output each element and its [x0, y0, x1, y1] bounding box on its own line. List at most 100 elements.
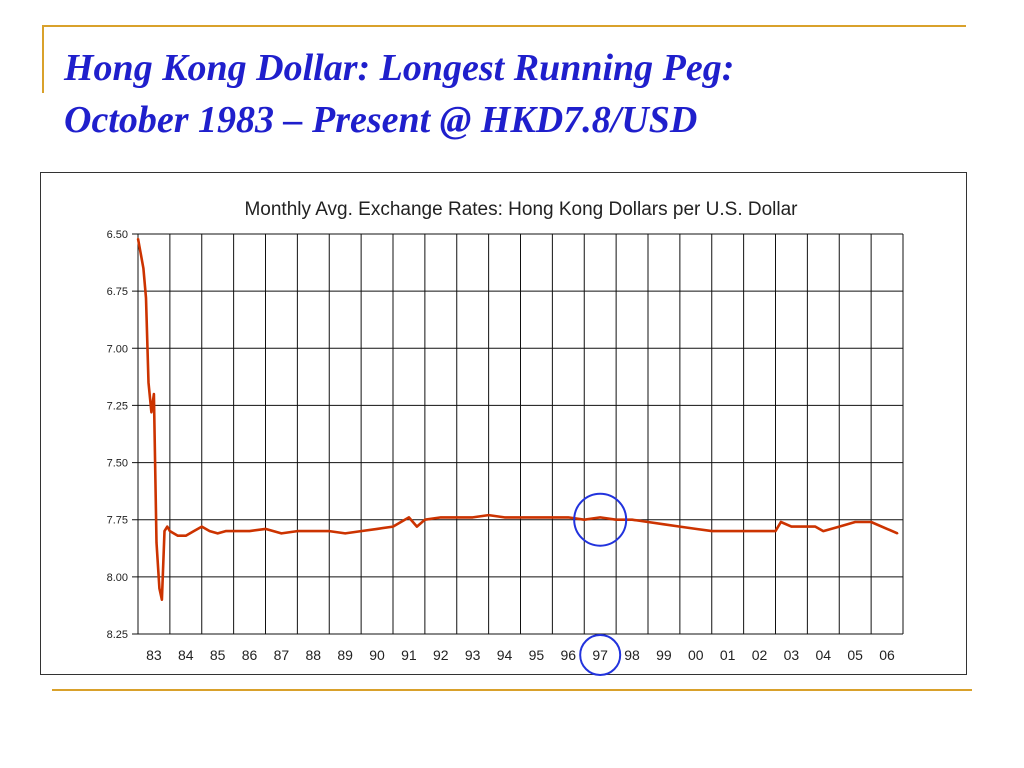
x-tick-label: 90: [369, 647, 385, 663]
data-point: [678, 525, 681, 528]
data-point: [583, 518, 586, 521]
x-tick-label: 86: [242, 647, 258, 663]
x-tick-label: 03: [784, 647, 800, 663]
y-tick-label: 6.50: [107, 229, 128, 241]
data-point: [155, 541, 158, 544]
data-point: [439, 516, 442, 519]
x-tick-label: 98: [624, 647, 640, 663]
y-tick-label: 8.00: [107, 572, 128, 584]
data-point: [694, 527, 697, 530]
x-tick-label: 95: [529, 647, 545, 663]
data-point: [886, 527, 888, 530]
data-point: [487, 514, 490, 517]
data-point: [200, 525, 203, 528]
data-point: [137, 237, 139, 240]
data-point: [455, 516, 458, 519]
y-tick-label: 7.00: [107, 343, 128, 355]
data-point: [264, 527, 267, 530]
x-tick-label: 89: [337, 647, 353, 663]
data-point: [408, 516, 410, 519]
y-tick-label: 7.75: [107, 515, 128, 527]
data-point: [551, 516, 554, 519]
x-tick-label: 99: [656, 647, 672, 663]
data-point: [280, 532, 283, 535]
exchange-rate-chart: Monthly Avg. Exchange Rates: Hong Kong D…: [107, 199, 904, 676]
data-point: [663, 523, 665, 526]
data-point: [822, 530, 825, 533]
data-point: [790, 525, 793, 528]
x-tick-label: 00: [688, 647, 704, 663]
data-point: [780, 521, 782, 523]
x-tick-label: 96: [561, 647, 577, 663]
y-tick-label: 7.25: [107, 400, 128, 412]
x-tick-label: 04: [816, 647, 832, 663]
data-point: [567, 516, 570, 519]
x-tick-label: 91: [401, 647, 417, 663]
data-point: [870, 521, 873, 523]
x-tick-label: 88: [306, 647, 322, 663]
data-point: [814, 525, 817, 528]
y-tick-label: 8.25: [107, 629, 128, 641]
slide-title-line-2: October 1983 – Present @ HKD7.8/USD: [64, 99, 698, 141]
y-tick-label: 6.75: [107, 286, 128, 298]
data-point: [184, 534, 187, 537]
chart-frame: Monthly Avg. Exchange Rates: Hong Kong D…: [40, 172, 967, 676]
x-tick-label: 01: [720, 647, 736, 663]
data-point: [360, 530, 363, 533]
data-point: [163, 530, 166, 533]
data-point: [150, 411, 153, 414]
data-point: [161, 598, 163, 601]
x-tick-label: 93: [465, 647, 481, 663]
x-tick-label: 02: [752, 647, 768, 663]
data-point: [392, 525, 394, 528]
x-tick-label: 87: [274, 647, 290, 663]
top-rule: [42, 25, 966, 27]
data-point: [647, 521, 649, 523]
data-point: [224, 530, 227, 533]
data-point: [806, 525, 809, 528]
data-point: [838, 525, 841, 528]
data-point: [519, 516, 522, 519]
data-point: [248, 530, 251, 533]
data-point: [296, 530, 299, 533]
data-point: [166, 525, 169, 528]
data-point: [423, 518, 426, 521]
slide-title-line-1: Hong Kong Dollar: Longest Running Peg:: [64, 47, 735, 89]
data-point: [312, 530, 315, 533]
data-point: [232, 530, 235, 533]
data-point: [615, 518, 618, 521]
bottom-rule: [52, 689, 972, 691]
data-point: [145, 297, 147, 299]
data-point: [742, 530, 745, 533]
x-tick-label: 94: [497, 647, 513, 663]
data-point: [416, 525, 418, 528]
data-point: [854, 521, 857, 523]
data-point: [147, 381, 150, 384]
data-point: [208, 530, 211, 533]
x-tick-label: 92: [433, 647, 449, 663]
data-point: [599, 516, 602, 519]
data-point: [774, 530, 777, 533]
data-point: [153, 393, 155, 395]
x-tick-label: 84: [178, 647, 194, 663]
data-point: [503, 516, 506, 519]
data-point: [471, 516, 474, 519]
y-tick-label: 7.50: [107, 458, 128, 470]
left-rule: [42, 25, 44, 93]
data-point: [142, 267, 145, 270]
x-tick-label: 83: [146, 647, 162, 663]
highlight-circle-peg: [573, 492, 628, 547]
x-tick-label: 85: [210, 647, 226, 663]
x-tick-label: 06: [879, 647, 895, 663]
data-point: [631, 518, 633, 521]
data-point: [176, 534, 179, 537]
highlight-circle-97-label: [579, 634, 622, 676]
x-tick-label: 97: [592, 647, 608, 663]
data-point: [139, 251, 142, 254]
data-point: [896, 532, 899, 535]
data-point: [328, 530, 331, 533]
data-point: [710, 530, 713, 533]
data-point: [376, 527, 378, 530]
data-point: [168, 530, 171, 533]
x-tick-label: 05: [847, 647, 863, 663]
